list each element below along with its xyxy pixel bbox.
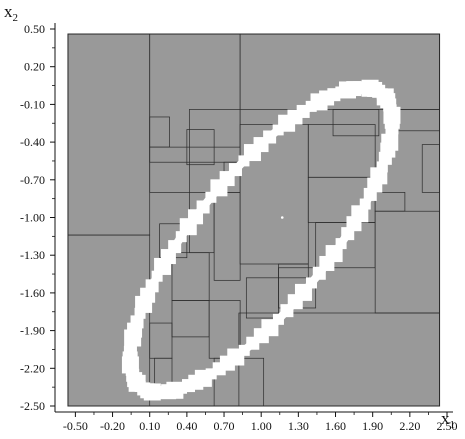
x-tick-label: -0.20 (100, 419, 125, 433)
y-tick-label: -1.90 (20, 324, 45, 338)
x-axis-label-main: x (441, 409, 450, 428)
subpaving-box (421, 144, 440, 193)
subpaving-box (278, 263, 309, 279)
y-axis: 0.50 0.20 -0.10 -0.40 -0.70 -1.00 -1.30 -1.60 -1… (20, 22, 56, 413)
y-tick-label: -2.20 (20, 361, 45, 375)
x-tick-label: 1.60 (325, 419, 346, 433)
y-axis-label-subscript: 2 (13, 12, 19, 24)
subpaving-box (149, 116, 170, 148)
subpaving-box (171, 252, 210, 301)
x-tick-label: 0.40 (176, 419, 197, 433)
x-tick-label: 1.30 (288, 419, 309, 433)
y-tick-label: -0.70 (20, 173, 45, 187)
x-axis-label: x1 (441, 409, 455, 431)
x-tick-label: 0.10 (139, 419, 160, 433)
subpaving-box (186, 129, 215, 166)
y-tick-label: -1.60 (20, 286, 45, 300)
center-dot (280, 216, 284, 219)
y-tick-label: -2.50 (20, 399, 45, 413)
subpaving-box (67, 234, 151, 407)
y-axis-label: x2 (4, 2, 18, 24)
y-tick-label: -1.00 (20, 211, 45, 225)
boundary-curve (126, 83, 397, 397)
plot-area (67, 33, 441, 407)
y-tick-label: -1.30 (20, 248, 45, 262)
subpaving-box (374, 192, 406, 212)
x-tick-label: 2.50 (437, 419, 458, 433)
x-tick-label: 0.70 (214, 419, 235, 433)
subpaving-box (332, 109, 380, 137)
y-tick-label: 0.50 (24, 22, 45, 36)
y-tick-label: -0.10 (20, 97, 45, 111)
x-tick-label: 2.20 (399, 419, 420, 433)
x-tick-label: -0.50 (63, 419, 88, 433)
x-axis-label-subscript: 1 (450, 419, 456, 431)
x-tick-label: 1.90 (362, 419, 383, 433)
x-tick-label: 1.00 (251, 419, 272, 433)
y-tick-label: -0.40 (20, 135, 45, 149)
x-axis: -0.50 -0.20 0.10 0.40 0.70 1.00 1.30 1.60 1.90 2.… (55, 411, 458, 433)
y-tick-label: 0.20 (24, 60, 45, 74)
y-axis-label-main: x (4, 2, 13, 21)
